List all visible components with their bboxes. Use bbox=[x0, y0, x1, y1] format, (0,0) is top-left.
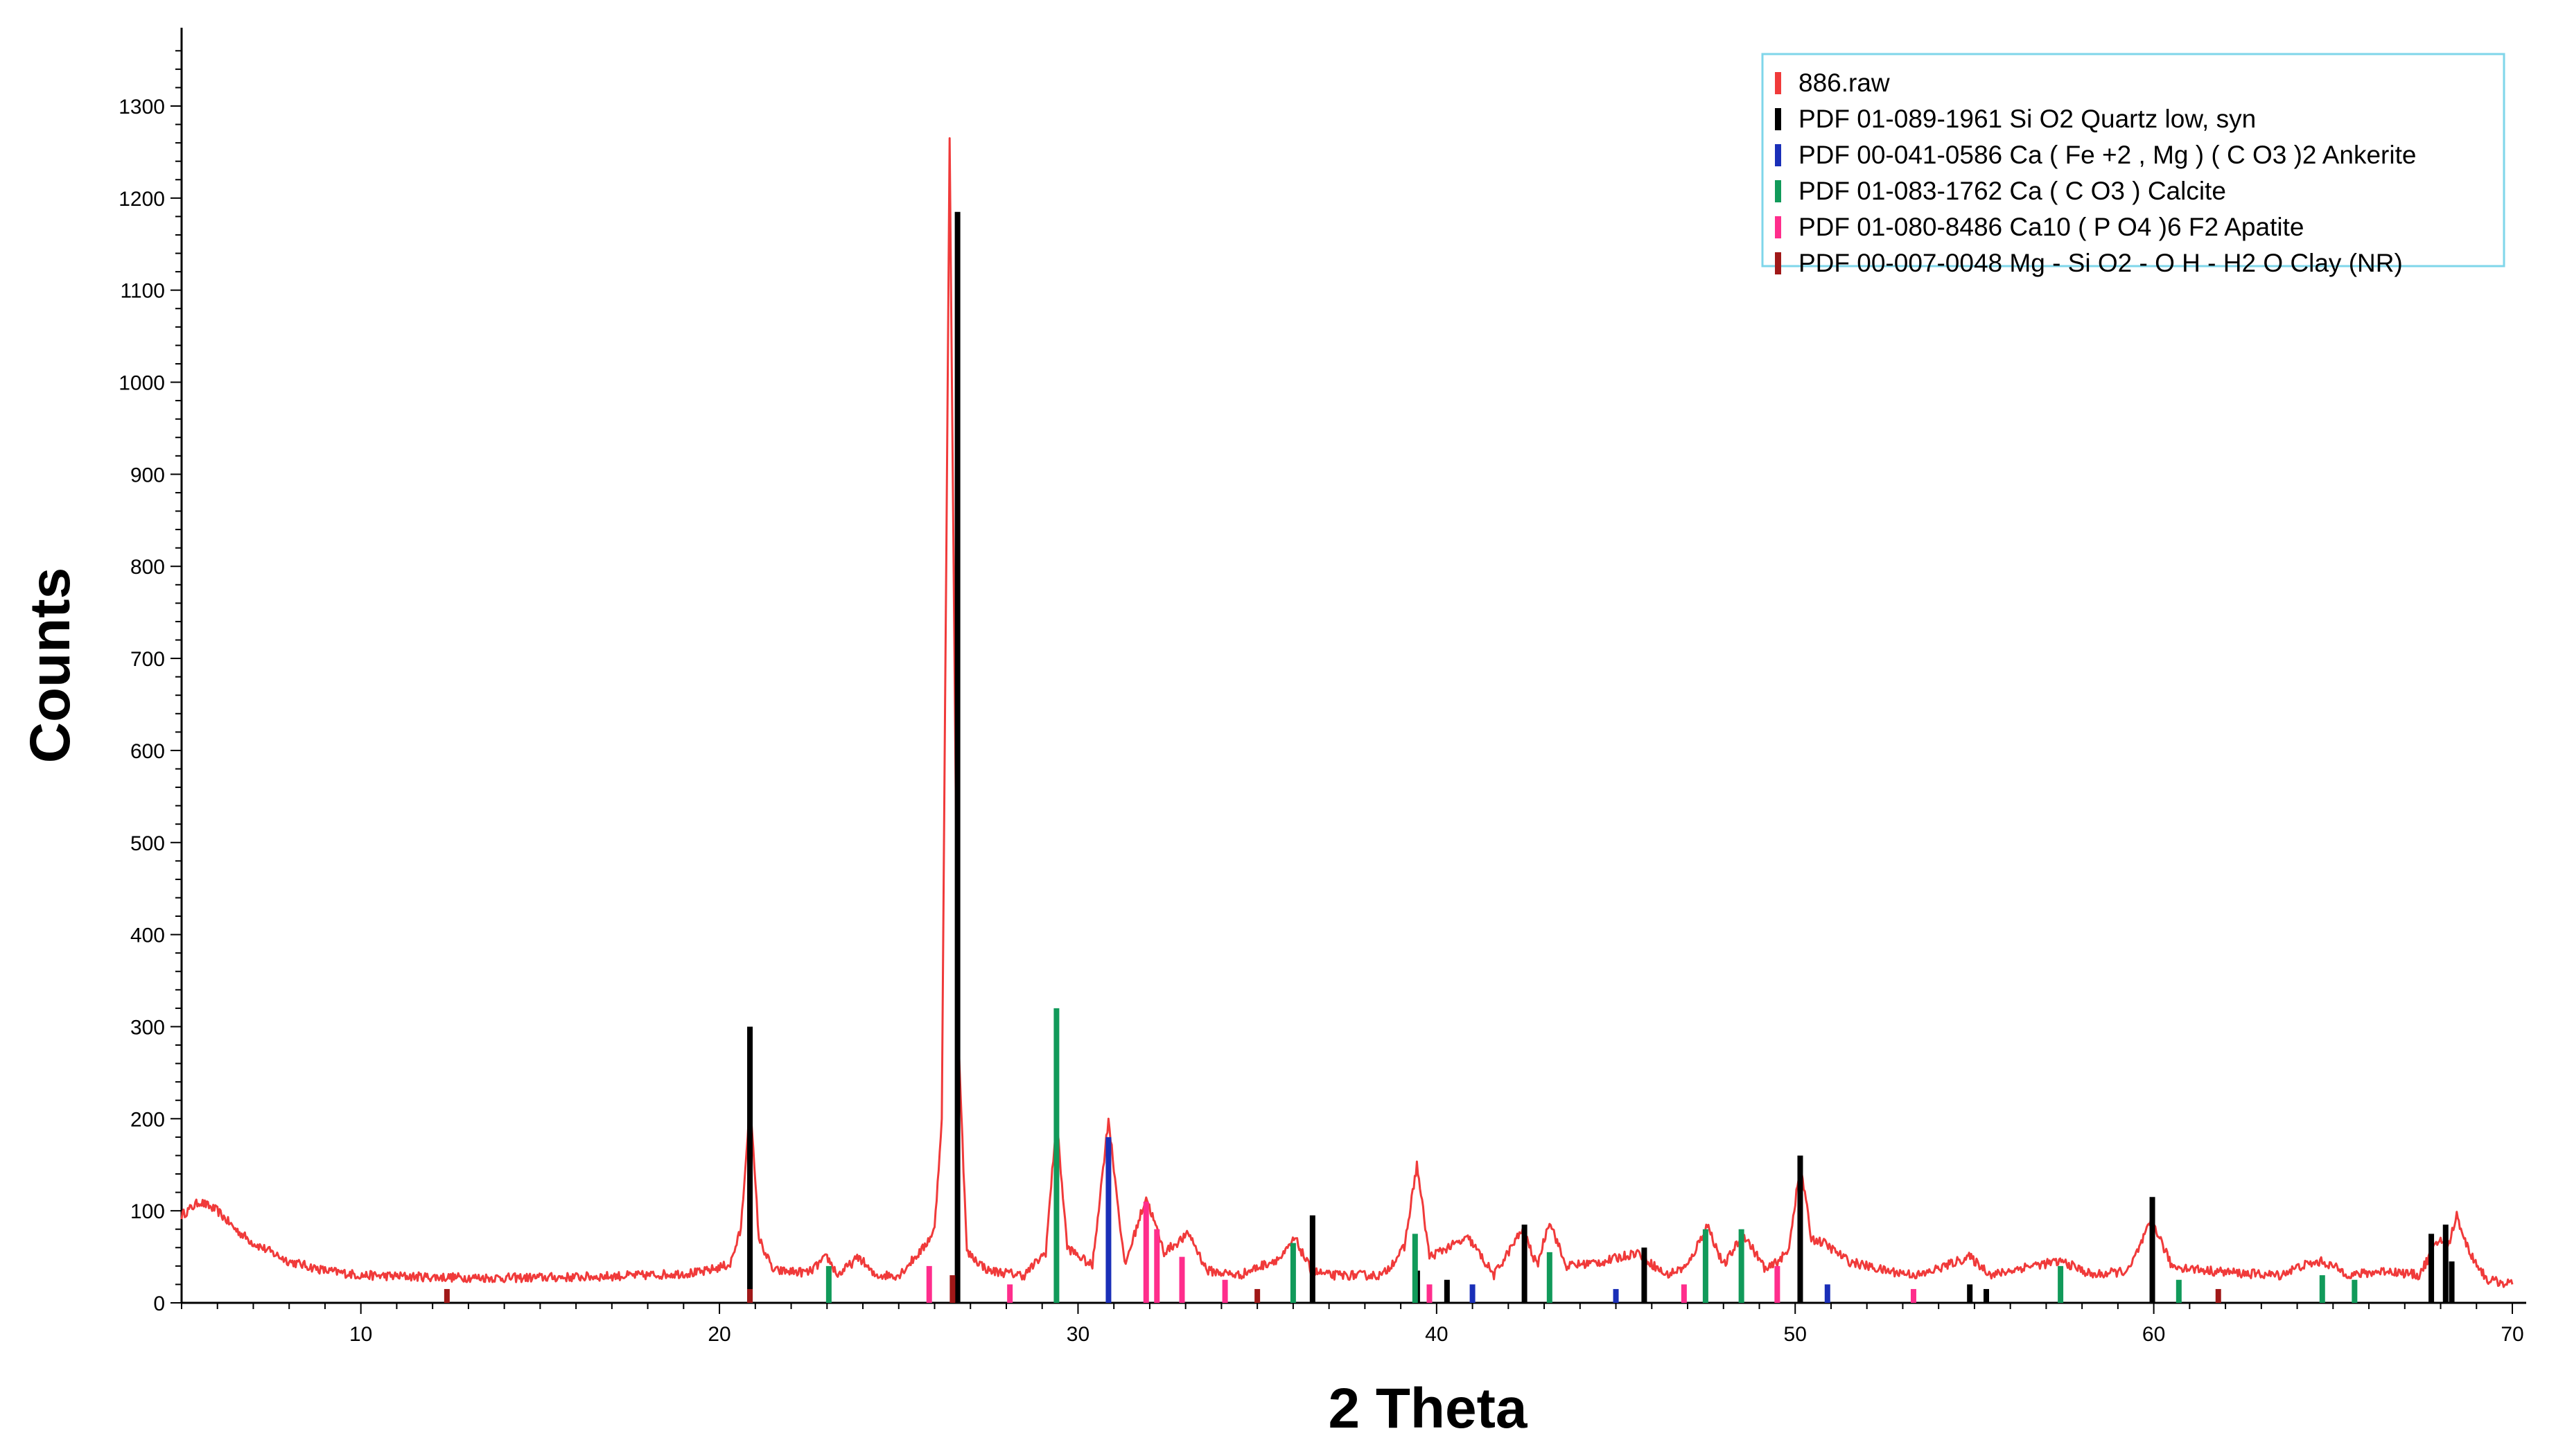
legend-box bbox=[1761, 53, 2505, 267]
legend-label: PDF 01-083-1762 Ca ( C O3 ) Calcite bbox=[1798, 177, 2226, 205]
y-tick-label: 900 bbox=[130, 464, 165, 486]
legend: 886.raw PDF 01-089-1961 Si O2 Quartz low,… bbox=[1761, 53, 2505, 277]
y-axis-title: Counts bbox=[19, 568, 82, 763]
y-tick-label: 1000 bbox=[119, 372, 165, 395]
y-tick-label: 0 bbox=[153, 1292, 165, 1315]
legend-swatch bbox=[1775, 180, 1781, 202]
axes: 0 100 200 300 400 500 600 700 800 900 1000 1100 1200… bbox=[119, 28, 2526, 1346]
y-tick-label: 1200 bbox=[119, 188, 165, 211]
legend-swatch bbox=[1775, 72, 1781, 94]
y-tick-label: 800 bbox=[130, 556, 165, 579]
y-tick-label: 500 bbox=[130, 832, 165, 855]
legend-label: PDF 00-007-0048 Mg - Si O2 - O H - H2 O … bbox=[1798, 249, 2403, 277]
legend-label: PDF 01-080-8486 Ca10 ( P O4 )6 F2 Apatit… bbox=[1798, 213, 2304, 241]
legend-swatch bbox=[1775, 252, 1781, 274]
y-tick-label: 1300 bbox=[119, 96, 165, 119]
y-tick-label: 1100 bbox=[120, 280, 165, 303]
x-tick-label: 10 bbox=[349, 1323, 372, 1346]
y-tick-label: 600 bbox=[130, 740, 165, 763]
y-tick-label: 400 bbox=[130, 924, 165, 947]
legend-label: 886.raw bbox=[1798, 69, 1890, 97]
x-tick-label: 30 bbox=[1067, 1323, 1089, 1346]
y-tick-label: 700 bbox=[130, 648, 165, 671]
legend-swatch bbox=[1775, 108, 1781, 130]
legend-swatch bbox=[1775, 216, 1781, 238]
stick-series-ankerite bbox=[1105, 1137, 1830, 1303]
stick-series-clay bbox=[444, 1275, 2221, 1303]
x-tick-label: 70 bbox=[2501, 1323, 2523, 1346]
plot-area bbox=[180, 137, 2514, 1303]
x-tick-label: 20 bbox=[708, 1323, 730, 1346]
y-tick-label: 200 bbox=[130, 1108, 165, 1131]
legend-swatch bbox=[1775, 144, 1781, 166]
raw-pattern-line bbox=[180, 137, 2514, 1288]
x-tick-label: 60 bbox=[2142, 1323, 2165, 1346]
x-tick-label: 50 bbox=[1784, 1323, 1807, 1346]
x-axis-title: 2 Theta bbox=[1328, 1377, 1528, 1440]
y-tick-label: 100 bbox=[130, 1200, 165, 1223]
y-tick-label: 300 bbox=[130, 1016, 165, 1039]
stick-series-calcite bbox=[825, 1008, 2358, 1303]
x-tick-label: 40 bbox=[1425, 1323, 1448, 1346]
stick-series-quartz bbox=[747, 211, 2455, 1303]
legend-label: PDF 01-089-1961 Si O2 Quartz low, syn bbox=[1798, 105, 2256, 133]
stick-series-apatite bbox=[926, 1201, 1916, 1303]
legend-label: PDF 00-041-0586 Ca ( Fe +2 , Mg ) ( C O3… bbox=[1798, 141, 2416, 169]
